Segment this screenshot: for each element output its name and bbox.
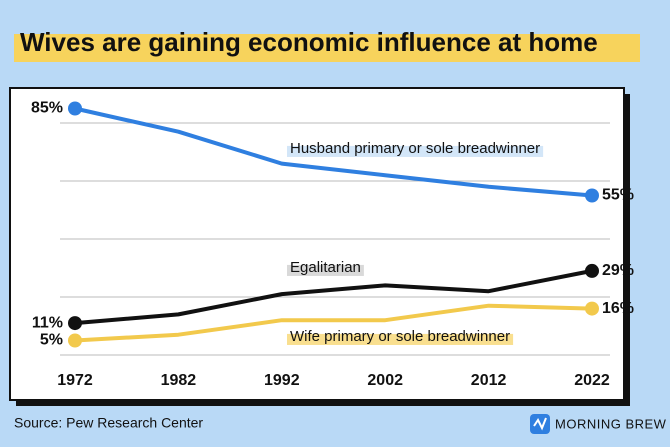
value-label: 11% — [32, 314, 63, 331]
value-label: 16% — [602, 300, 634, 317]
series-line — [74, 106, 593, 198]
value-label: 29% — [602, 262, 634, 279]
label-highlight — [287, 333, 514, 345]
end-marker — [585, 188, 599, 203]
logo-mark — [533, 417, 547, 431]
end-marker — [585, 301, 599, 316]
series-line — [74, 268, 593, 326]
x-tick-label: 2002 — [367, 372, 403, 389]
panel — [9, 87, 625, 401]
chart-title: Wives are gaining economic influence at … — [20, 27, 598, 57]
series-label: Husband primary or sole breadwinner — [290, 140, 540, 157]
label-highlight — [287, 145, 544, 157]
end-marker — [68, 101, 82, 116]
logo: MORNING BREW — [530, 414, 667, 434]
series-label: Wife primary or sole breadwinner — [290, 328, 510, 345]
title-highlight — [14, 34, 640, 62]
x-tick-label: 2012 — [471, 372, 507, 389]
value-label: 85% — [31, 100, 63, 117]
value-label: 55% — [602, 187, 634, 204]
series-line — [74, 303, 593, 343]
end-marker — [68, 333, 82, 348]
source: Source: Pew Research Center — [14, 415, 203, 431]
series-label: Egalitarian — [290, 259, 361, 276]
value-label: 5% — [40, 332, 63, 349]
label-highlight — [287, 264, 364, 276]
x-tick-label: 2022 — [574, 372, 610, 389]
x-tick-label: 1972 — [57, 372, 93, 389]
x-tick-label: 1982 — [161, 372, 197, 389]
end-marker — [585, 263, 599, 278]
logo-text: MORNING BREW — [555, 416, 667, 431]
x-tick-label: 1992 — [264, 372, 300, 389]
end-marker — [68, 316, 82, 331]
